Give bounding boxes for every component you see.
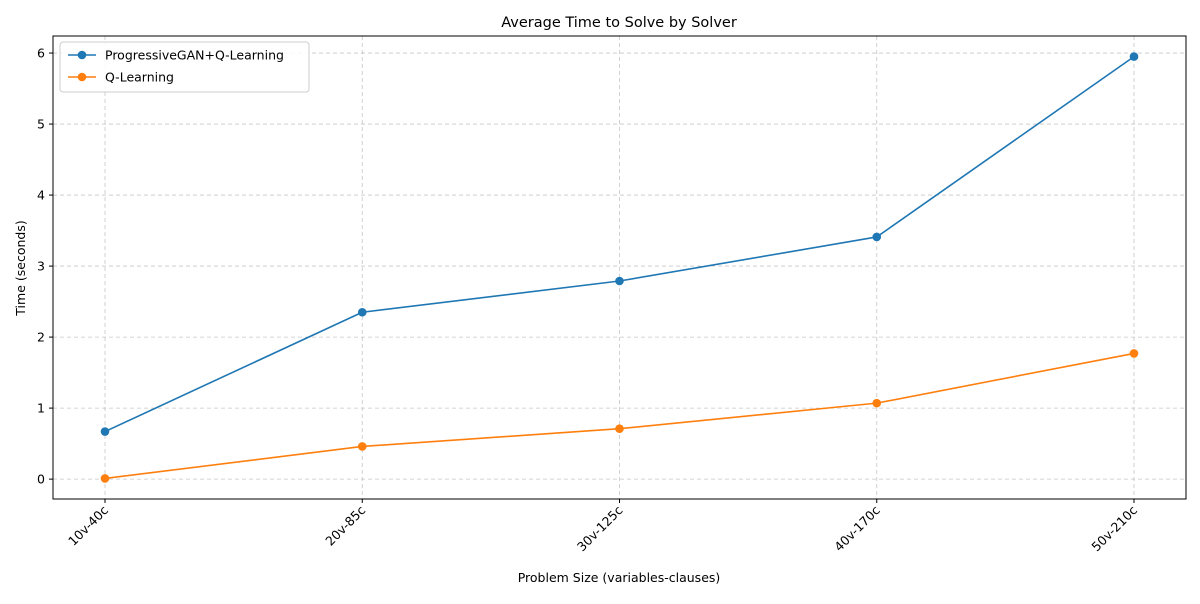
legend-box: [59, 41, 310, 93]
y-tick-label: 1: [37, 401, 45, 416]
data-point: [1129, 349, 1139, 358]
chart-title: Average Time to Solve by Solver: [501, 15, 737, 31]
x-tick-label: 20v-85c: [322, 502, 368, 548]
x-tick-label: 10v-40c: [65, 502, 111, 548]
data-point: [615, 424, 624, 433]
legend-swatch-marker: [77, 50, 87, 60]
data-point: [357, 307, 367, 317]
legend-swatch-marker: [77, 72, 87, 82]
y-tick-label: 3: [37, 259, 45, 274]
x-tick-label: 30v-125c: [574, 502, 626, 554]
legend-label: ProgressiveGAN+Q-Learning: [105, 48, 284, 63]
data-point: [100, 474, 110, 483]
legend-item: ProgressiveGAN+Q-Learning: [68, 48, 284, 63]
data-point: [100, 427, 110, 436]
y-tick-label: 4: [37, 188, 45, 203]
x-tick-label: 50v-210c: [1088, 502, 1140, 554]
legend-label: Q-Learning: [105, 70, 174, 85]
grid-layer: [53, 36, 1186, 499]
data-point: [872, 398, 882, 408]
data-point: [872, 232, 882, 242]
series-0: [100, 52, 1139, 436]
data-point: [1129, 52, 1139, 61]
series-layer: [100, 52, 1139, 483]
y-tick-label: 5: [37, 117, 45, 132]
legend-item: Q-Learning: [68, 70, 174, 85]
data-point: [615, 276, 624, 286]
data-point: [357, 442, 367, 451]
axes-layer: 0 1 2 3 4 5 6 10v-40c 20v-85c 30v-125c 40v-170c 50v…: [37, 35, 1187, 554]
y-tick-label: 2: [37, 330, 45, 345]
series-1: [100, 349, 1139, 483]
legend: ProgressiveGAN+Q-Learning Q-Learning: [59, 41, 310, 93]
y-axis-label: Time (seconds): [13, 220, 28, 316]
y-tick-label: 6: [37, 46, 45, 61]
x-tick-label: 40v-170c: [831, 502, 883, 554]
x-axis-label: Problem Size (variables-clauses): [518, 570, 721, 585]
y-tick-label: 0: [37, 472, 45, 487]
